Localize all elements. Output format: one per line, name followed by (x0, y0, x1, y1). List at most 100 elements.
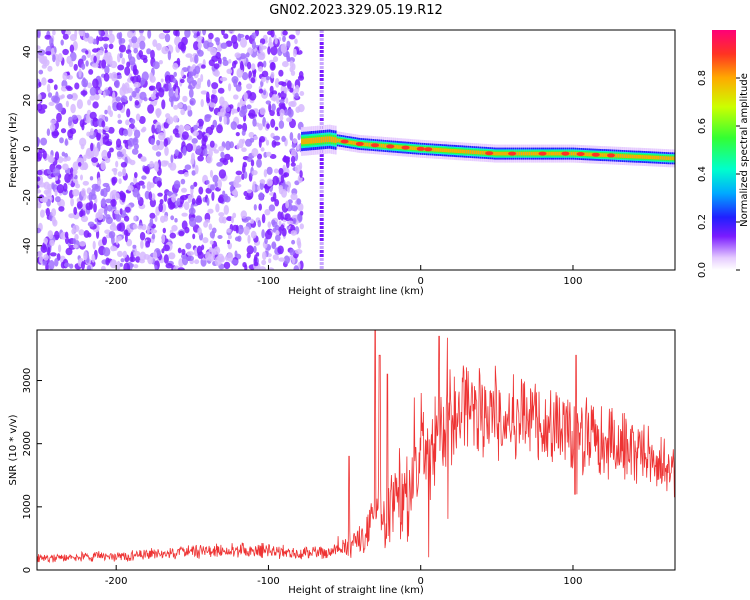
noise-cell (234, 250, 238, 257)
ridge-cell (324, 136, 327, 143)
noise-cell (146, 225, 150, 235)
noise-cell (251, 170, 258, 176)
ridge-cell (309, 137, 311, 144)
noise-cell (266, 166, 273, 175)
noise-cell (297, 104, 305, 113)
noise-cell (85, 50, 89, 55)
noise-cell (141, 175, 147, 180)
ridge-cell (449, 148, 452, 153)
ridge-cell (530, 151, 533, 156)
noise-cell (287, 199, 293, 205)
noise-cell (170, 154, 174, 164)
noise-cell (278, 257, 286, 262)
ridge-cell (657, 155, 660, 160)
noise-cell (189, 55, 193, 63)
noise-cell (218, 169, 227, 179)
noise-cell (181, 220, 188, 230)
noise-cell (90, 128, 94, 136)
noise-cell (213, 246, 221, 255)
noise-cell (158, 132, 166, 141)
noise-cell (87, 221, 95, 227)
ridge-cell (653, 155, 656, 160)
ridge-cell (348, 140, 351, 145)
noise-cell (45, 51, 52, 56)
noise-cell (173, 115, 179, 123)
noise-cell (245, 216, 252, 221)
noise-cell (143, 97, 148, 102)
noise-cell (213, 69, 220, 77)
colorbar-tick-label: 0.0 (697, 262, 708, 278)
noise-cell (101, 265, 106, 270)
streak-cell (319, 266, 324, 269)
noise-cell (223, 204, 229, 215)
noise-cell (46, 83, 51, 93)
noise-cell (278, 167, 284, 175)
ridge-cell (516, 151, 519, 156)
noise-cell (257, 185, 261, 191)
noise-cell (210, 94, 215, 100)
ridge-cell (588, 152, 590, 157)
noise-cell (215, 203, 220, 213)
noise-cell (42, 150, 47, 159)
noise-cell (163, 193, 168, 202)
noise-cell (223, 261, 231, 270)
noise-cell (252, 69, 256, 78)
ridge-peak (355, 141, 364, 146)
noise-cell (209, 169, 214, 178)
noise-cell (183, 172, 189, 177)
streak-cell (319, 86, 324, 89)
ridge-cell (467, 150, 470, 154)
ridge-cell (352, 141, 355, 145)
ridge-cell (546, 151, 549, 156)
noise-cell (60, 39, 64, 46)
noise-cell (241, 147, 247, 152)
noise-cell (74, 82, 80, 90)
ridge-cell (396, 145, 398, 149)
noise-cell (191, 198, 196, 205)
noise-cell (87, 265, 92, 270)
noise-cell (49, 37, 54, 47)
x-tick-label: 100 (563, 276, 582, 287)
streak-cell (319, 98, 324, 101)
noise-cell (272, 135, 280, 140)
noise-cell (65, 247, 73, 256)
ridge-cell (364, 142, 367, 147)
noise-cell (64, 173, 71, 184)
noise-cell (286, 117, 293, 123)
noise-cell (133, 129, 141, 139)
noise-cell (271, 103, 276, 112)
noise-cell (78, 30, 86, 37)
ridge-cell (394, 144, 396, 149)
noise-cell (134, 172, 138, 179)
noise-cell (126, 108, 131, 118)
ridge-cell (463, 149, 466, 154)
noise-cell (174, 218, 178, 223)
noise-cell (86, 113, 90, 124)
noise-cell (138, 116, 146, 124)
noise-cell (158, 60, 163, 65)
noise-cell (149, 212, 156, 219)
noise-cell (247, 234, 251, 244)
noise-cell (66, 156, 71, 162)
ridge-cell (558, 151, 561, 156)
noise-cell (251, 40, 256, 50)
noise-cell (249, 137, 255, 143)
noise-cell (122, 209, 127, 216)
noise-cell (149, 85, 154, 91)
noise-cell (210, 124, 215, 131)
noise-cell (233, 179, 239, 188)
noise-cell (275, 230, 280, 236)
noise-cell (55, 196, 61, 203)
noise-cell (127, 185, 134, 192)
noise-cell (293, 265, 299, 270)
noise-cell (66, 94, 73, 100)
noise-cell (175, 88, 179, 98)
noise-cell (217, 87, 225, 94)
noise-cell (132, 42, 140, 50)
streak-cell (319, 42, 324, 45)
streak-cell (319, 154, 324, 157)
noise-cell (234, 52, 241, 58)
noise-cell (54, 230, 60, 241)
noise-cell (102, 182, 110, 188)
noise-cell (243, 92, 248, 102)
